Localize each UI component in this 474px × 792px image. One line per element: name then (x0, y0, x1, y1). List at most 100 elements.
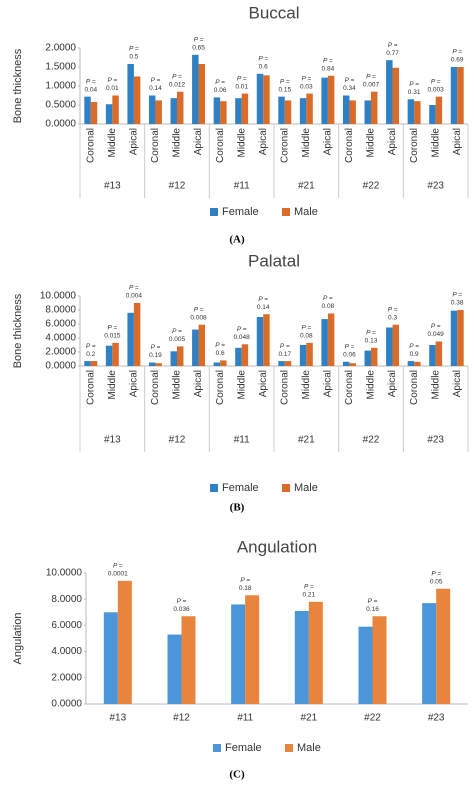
p-value: 0.69 (451, 57, 464, 64)
bar (299, 98, 307, 124)
bar (278, 361, 285, 366)
y-tick-label: 4.0000 (45, 333, 76, 344)
p-prefix: P = (194, 306, 204, 313)
x-tick-label: Coronal (85, 128, 96, 163)
p-prefix: P = (172, 73, 182, 80)
p-value: 0.06 (214, 87, 227, 94)
x-tick-label: Middle (107, 370, 118, 400)
p-value: 0.015 (104, 333, 121, 340)
bar (327, 313, 335, 366)
p-prefix: P = (431, 78, 441, 85)
group-label: #13 (104, 181, 121, 192)
p-value: 0.08 (322, 303, 335, 310)
x-tick-label: Apical (387, 128, 398, 155)
bar (192, 329, 199, 366)
y-tick-label: 2.0000 (51, 672, 82, 683)
chart-title: Palatal (248, 251, 300, 270)
x-tick-label: Middle (236, 128, 247, 158)
bar (429, 105, 436, 124)
p-value: 0.06 (343, 352, 356, 359)
p-value: 0.08 (300, 333, 313, 340)
p-value: 0.5 (129, 54, 138, 61)
x-tick-label: Apical (193, 370, 204, 397)
x-tick-label: Middle (430, 128, 441, 158)
bar (392, 324, 400, 366)
bar (349, 363, 356, 366)
p-value: 0.03 (300, 83, 313, 90)
p-prefix: P = (151, 344, 161, 351)
p-value: 0.036 (173, 606, 190, 613)
x-tick-label: Apical (323, 128, 334, 155)
legend-swatch (285, 744, 293, 752)
x-tick-label: Middle (236, 370, 247, 400)
bar (148, 362, 156, 366)
x-tick-label: Middle (366, 370, 377, 400)
bar (306, 93, 313, 124)
legend-swatch (282, 208, 290, 216)
y-tick-label: 0.0000 (45, 361, 76, 372)
bar (450, 310, 458, 366)
bar (181, 616, 196, 704)
y-axis-label: Angulation (12, 613, 24, 665)
p-prefix: P = (215, 342, 225, 349)
p-value: 0.17 (278, 351, 291, 358)
p-prefix: P = (452, 292, 462, 299)
legend-label: Male (294, 482, 318, 494)
x-tick-label: #11 (237, 713, 253, 724)
bar (457, 310, 464, 366)
bar (414, 361, 421, 366)
bar (105, 104, 113, 124)
group-label: #22 (363, 435, 380, 446)
chart-title: Buccal (248, 3, 299, 22)
bar (327, 75, 335, 124)
bar (198, 63, 206, 124)
group-label: #11 (234, 181, 250, 192)
legend-swatch (210, 208, 218, 216)
p-prefix: P = (237, 326, 247, 333)
p-prefix: P = (431, 323, 441, 330)
x-tick-label: Coronal (150, 128, 161, 163)
x-tick-label: #21 (300, 713, 317, 724)
caption: (C) (229, 769, 245, 781)
bar (177, 346, 184, 366)
group-label: #21 (298, 181, 315, 192)
bar (306, 342, 313, 366)
bar (127, 312, 134, 366)
bar (386, 327, 393, 366)
x-tick-label: Middle (430, 370, 441, 400)
bar (450, 67, 458, 124)
bar (84, 96, 91, 124)
bar (103, 612, 118, 704)
y-tick-label: 6.0000 (51, 620, 82, 631)
p-prefix: P = (323, 295, 333, 302)
p-value: 0.049 (428, 331, 445, 338)
x-tick-label: Coronal (409, 370, 420, 405)
p-value: 0.77 (386, 50, 399, 57)
bar (263, 314, 270, 366)
y-tick-label: 10.0000 (40, 291, 77, 302)
x-tick-label: Coronal (215, 370, 226, 405)
caption: (B) (230, 502, 245, 514)
bar (84, 361, 91, 366)
bar (284, 361, 292, 366)
x-tick-label: Middle (172, 128, 183, 158)
bar (457, 67, 464, 124)
bar (364, 100, 371, 124)
p-value: 0.14 (257, 304, 270, 311)
bar (435, 341, 443, 366)
bar (321, 319, 328, 366)
x-tick-label: Coronal (344, 128, 355, 163)
p-value: 0.6 (216, 350, 225, 357)
p-prefix: P = (304, 584, 314, 591)
p-value: 0.01 (106, 85, 119, 92)
y-tick-label: 2.0000 (45, 347, 76, 358)
legend-label: Female (222, 482, 259, 494)
p-value: 0.005 (169, 336, 186, 343)
bar (235, 347, 242, 366)
x-tick-label: Middle (107, 128, 118, 158)
p-value: 0.003 (428, 86, 445, 93)
y-tick-label: 1.0000 (45, 81, 76, 92)
y-tick-label: 4.0000 (51, 646, 82, 657)
bar (241, 93, 249, 124)
p-value: 0.6 (259, 64, 268, 71)
